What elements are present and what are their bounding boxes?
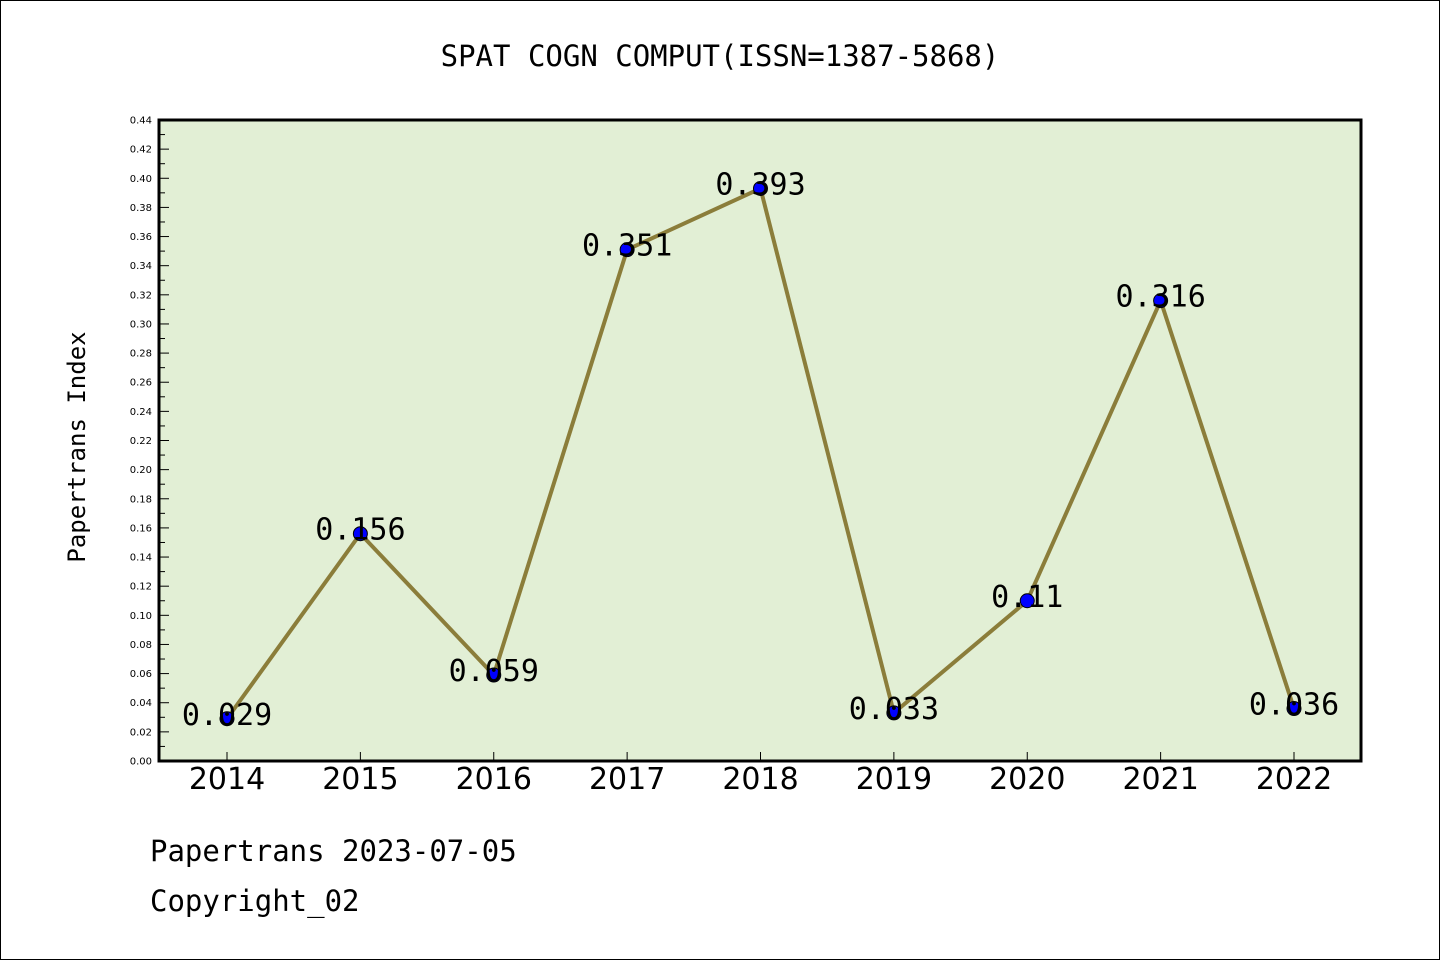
x-tick-label: 2022: [1256, 762, 1332, 797]
y-tick-label: 0.00: [130, 757, 152, 768]
data-label: 0.316: [1115, 280, 1205, 315]
data-point: [1019, 593, 1035, 609]
y-tick-label: 0.18: [130, 494, 152, 505]
y-tick-label: 0.22: [130, 436, 152, 447]
data-point: [486, 667, 502, 683]
x-tick-label: 2014: [189, 762, 265, 797]
y-tick-label: 0.38: [130, 203, 152, 214]
data-point: [753, 180, 768, 196]
y-tick-label: 0.26: [130, 378, 152, 389]
data-point: [219, 711, 235, 727]
data-point: [1153, 293, 1169, 309]
y-tick-label: 0.42: [130, 145, 152, 156]
footer-copyright: Copyright_02: [150, 884, 360, 918]
x-tick-label: 2018: [722, 762, 798, 797]
y-axis-ticks: 0.00 0.02 0.04 0.06 0.08 0.10 0.12 0.14 0.16 0.18…: [130, 116, 169, 768]
y-tick-label: 0.28: [130, 349, 152, 360]
x-tick-label: 2016: [456, 762, 532, 797]
footer-date: Papertrans 2023-07-05: [150, 834, 517, 868]
data-label: 0.029: [182, 698, 272, 733]
y-tick-label: 0.32: [130, 290, 152, 301]
data-label: 0.059: [449, 654, 539, 689]
x-tick-label: 2021: [1122, 762, 1198, 797]
y-tick-label: 0.34: [130, 261, 152, 272]
x-tick-label: 2015: [322, 762, 398, 797]
data-point: [1286, 701, 1302, 717]
y-tick-label: 0.10: [130, 611, 152, 622]
y-tick-label: 0.16: [130, 523, 152, 534]
y-axis-label: Papertrans Index: [63, 331, 91, 562]
data-label: 0.11: [991, 580, 1063, 615]
data-label: 0.156: [315, 513, 405, 548]
y-tick-label: 0.02: [130, 727, 152, 738]
data-point: [352, 526, 368, 542]
y-tick-label: 0.30: [130, 319, 152, 330]
chart-title: SPAT COGN COMPUT(ISSN=1387-5868): [441, 39, 1000, 73]
data-label: 0.351: [582, 229, 672, 264]
x-tick-label: 2017: [589, 762, 665, 797]
x-axis-ticks: 2014 2015 2016 2017 2018 2019 2020 2021 2022: [189, 752, 1332, 797]
data-point: [886, 705, 902, 721]
data-labels: 0.029 0.156 0.059 0.351 0.393 0.033 0.11 0.316 0…: [182, 167, 1339, 732]
data-point: [619, 242, 635, 258]
data-label: 0.393: [715, 167, 805, 202]
y-tick-label: 0.06: [130, 669, 152, 680]
y-tick-label: 0.24: [130, 407, 152, 418]
data-label: 0.036: [1249, 688, 1339, 723]
y-tick-label: 0.36: [130, 232, 152, 243]
y-tick-label: 0.44: [130, 116, 152, 127]
x-tick-label: 2020: [989, 762, 1065, 797]
y-tick-label: 0.14: [130, 553, 152, 564]
x-tick-label: 2019: [856, 762, 932, 797]
y-tick-label: 0.40: [130, 174, 152, 185]
y-tick-label: 0.08: [130, 640, 152, 651]
data-label: 0.033: [849, 692, 939, 727]
y-tick-label: 0.04: [130, 698, 152, 709]
y-tick-label: 0.20: [130, 465, 152, 476]
y-tick-label: 0.12: [130, 582, 152, 593]
data-points: [219, 180, 1302, 727]
plot-area: [157, 118, 1363, 763]
